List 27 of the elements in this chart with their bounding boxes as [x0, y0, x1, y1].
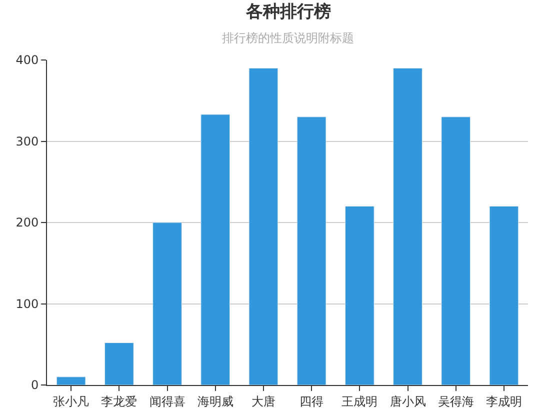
- y-tick-label: 200: [16, 216, 39, 230]
- x-tick-label: 四得: [300, 394, 324, 408]
- bar: [152, 222, 182, 385]
- y-tick-label: 300: [16, 134, 39, 148]
- x-tick-label: 海明威: [197, 394, 234, 408]
- x-tick-label: 吴得海: [438, 394, 474, 408]
- x-tick-label: 李龙爱: [101, 394, 138, 408]
- y-tick-label: 0: [30, 378, 39, 392]
- x-tick-label: 张小凡: [53, 394, 90, 408]
- chart-subtitle: 排行榜的性质说明附标题: [222, 31, 354, 45]
- bar: [393, 68, 422, 385]
- y-tick-label: 100: [16, 296, 39, 311]
- x-tick-label: 大唐: [251, 394, 276, 408]
- x-tick-label: 王成明: [342, 394, 378, 408]
- x-tick-label: 闻得喜: [149, 394, 186, 408]
- bar: [296, 116, 326, 385]
- bar: [56, 376, 86, 385]
- y-tick-label: 400: [16, 53, 39, 68]
- bar: [248, 68, 278, 385]
- bar: [344, 206, 374, 385]
- x-tick-label: 李成明: [486, 394, 522, 408]
- bar: [200, 114, 230, 385]
- x-tick-label: 唐小风: [390, 394, 426, 408]
- bar: [104, 342, 134, 385]
- bar: [489, 206, 519, 385]
- chart-title: 各种排行榜: [245, 2, 331, 22]
- bar: [441, 116, 471, 385]
